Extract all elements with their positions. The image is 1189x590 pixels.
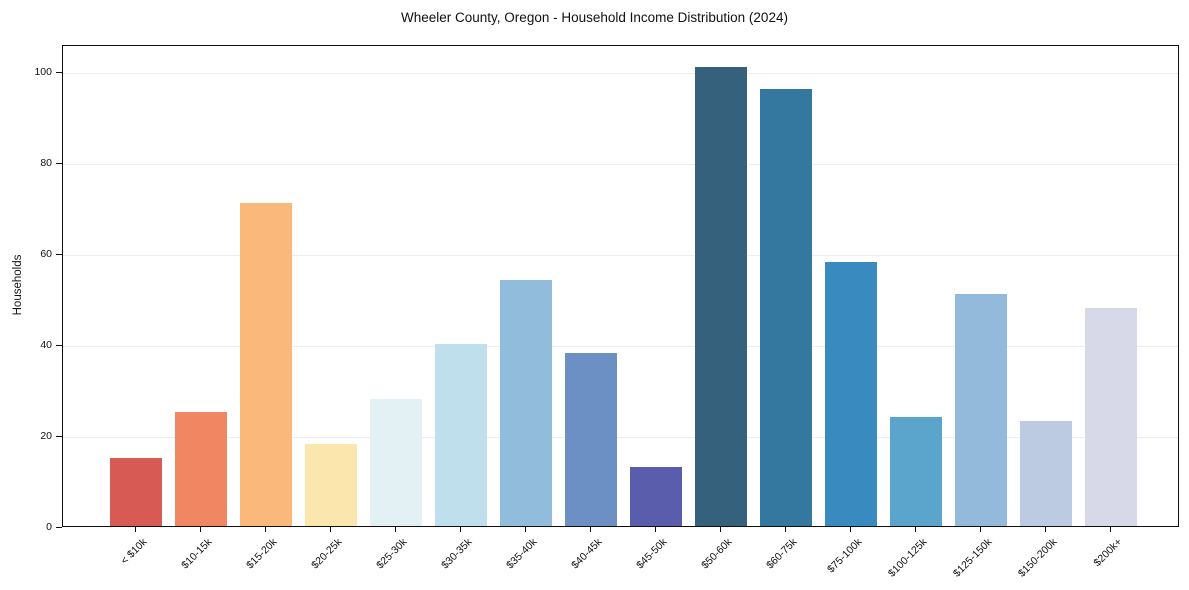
bar-$30-35k — [435, 344, 487, 526]
y-tick-label-0: 0 — [46, 521, 52, 533]
bar-$150-200k — [1020, 421, 1072, 526]
y-tick-label-40: 40 — [40, 339, 52, 352]
x-tick-12 — [915, 527, 916, 532]
x-tick-2 — [265, 527, 266, 532]
x-tick-6 — [525, 527, 526, 532]
x-tick-7 — [590, 527, 591, 532]
bar-$100-125k — [890, 416, 942, 526]
bar-$60-75k — [760, 89, 812, 526]
x-tick-3 — [330, 527, 331, 532]
y-tick-label-60: 60 — [40, 248, 52, 261]
x-tick-1 — [200, 527, 201, 532]
x-tick-9 — [720, 527, 721, 532]
x-tick-4 — [395, 527, 396, 532]
bar-$50-60k — [695, 66, 747, 526]
x-tick-14 — [1045, 527, 1046, 532]
bar-$40-45k — [565, 353, 617, 526]
bar-$35-40k — [500, 280, 552, 526]
x-tick-5 — [460, 527, 461, 532]
y-tick-0 — [56, 527, 62, 528]
y-tick-80 — [56, 163, 62, 165]
x-tick-8 — [655, 527, 656, 532]
gridline-80 — [63, 164, 1178, 166]
gridline-20 — [63, 437, 1178, 439]
bar-$15-20k — [240, 203, 292, 526]
bar-$75-100k — [825, 262, 877, 526]
bar-< $10k — [110, 457, 162, 526]
y-tick-60 — [56, 254, 62, 256]
gridline-40 — [63, 346, 1178, 348]
y-tick-100 — [56, 72, 62, 74]
y-tick-label-80: 80 — [40, 157, 52, 170]
gridline-60 — [63, 255, 1178, 257]
x-tick-13 — [980, 527, 981, 532]
x-tick-11 — [850, 527, 851, 532]
chart-title: Wheeler County, Oregon - Household Incom… — [401, 10, 788, 25]
x-tick-15 — [1110, 527, 1111, 532]
x-tick-label-0: < $10k — [118, 536, 150, 567]
bar-$10-15k — [175, 412, 227, 526]
y-tick-label-20: 20 — [40, 430, 52, 443]
gridline-100 — [63, 73, 1178, 75]
plot-area — [62, 45, 1179, 527]
bar-$20-25k — [305, 444, 357, 526]
bar-$200k+ — [1085, 307, 1137, 526]
bar-$25-30k — [370, 398, 422, 526]
bar-$45-50k — [630, 466, 682, 526]
x-tick-0 — [135, 527, 136, 532]
y-tick-label-100: 100 — [34, 66, 52, 79]
x-tick-10 — [785, 527, 786, 532]
bar-$125-150k — [955, 294, 1007, 526]
y-tick-20 — [56, 436, 62, 438]
y-tick-40 — [56, 345, 62, 347]
